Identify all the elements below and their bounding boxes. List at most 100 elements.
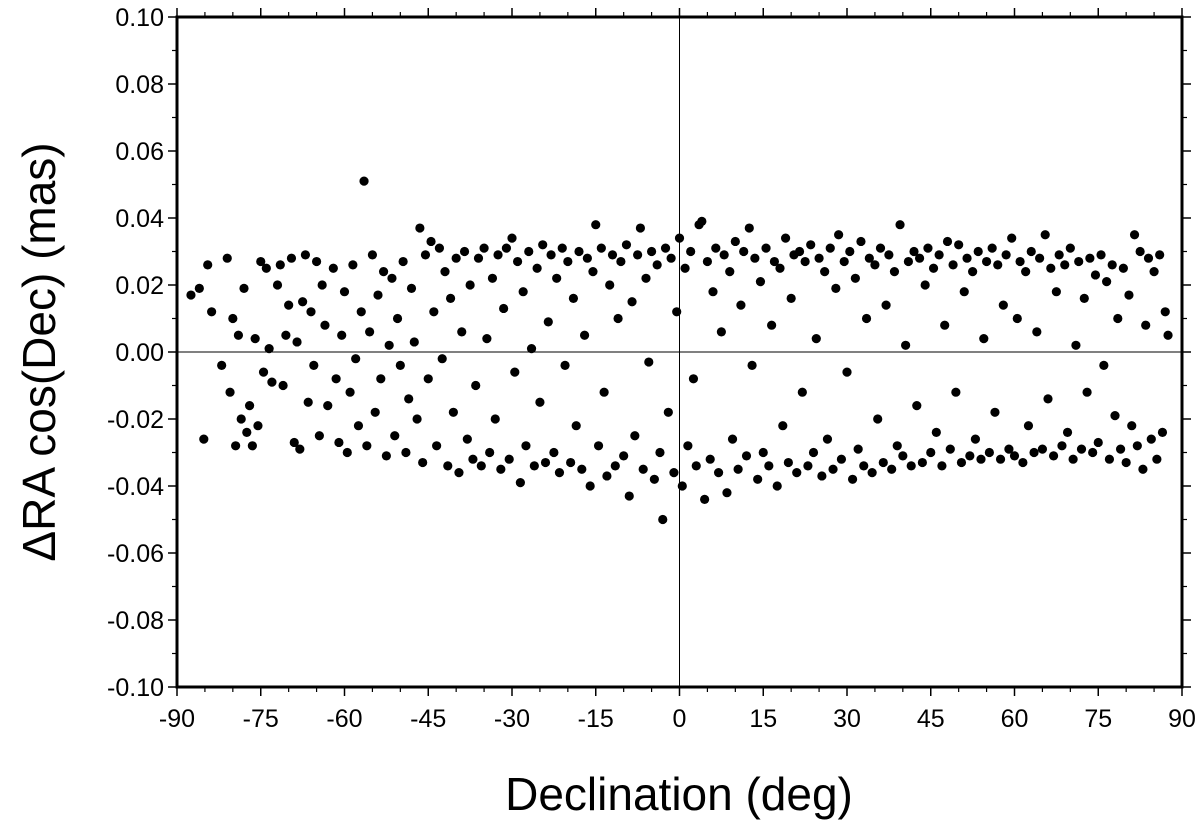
data-point — [199, 434, 209, 444]
data-point — [638, 464, 648, 474]
data-point — [579, 330, 590, 340]
data-point — [1037, 444, 1048, 454]
x-tick-label: -60 — [326, 705, 362, 733]
data-point — [552, 273, 562, 283]
data-point — [1146, 434, 1156, 444]
data-point — [772, 481, 782, 491]
data-point — [423, 374, 433, 384]
data-point — [443, 461, 453, 471]
data-point — [426, 236, 436, 247]
x-tick-label: -75 — [243, 705, 279, 733]
data-point — [739, 246, 749, 257]
data-point — [806, 240, 816, 250]
data-point — [613, 313, 623, 324]
data-point — [468, 454, 478, 464]
data-point — [764, 461, 774, 471]
data-point — [1104, 454, 1115, 464]
data-point — [563, 256, 573, 267]
data-point — [641, 273, 651, 283]
data-point — [585, 481, 595, 491]
data-point — [987, 243, 997, 253]
data-point — [780, 233, 791, 243]
data-point — [906, 461, 916, 471]
data-point — [524, 246, 534, 257]
data-point — [1060, 260, 1070, 270]
data-point — [847, 474, 858, 484]
data-point — [1074, 256, 1084, 267]
data-point — [451, 253, 461, 263]
data-point — [635, 223, 646, 233]
data-point — [258, 367, 269, 377]
data-point — [934, 250, 944, 260]
data-point — [272, 280, 283, 290]
y-tick-label: -0.06 — [107, 540, 164, 568]
data-point — [624, 491, 634, 501]
data-point — [705, 454, 715, 464]
y-tick-label: 0.00 — [115, 339, 164, 367]
data-point — [1048, 451, 1059, 461]
data-point — [465, 280, 475, 290]
data-point — [1118, 263, 1128, 273]
data-point — [1155, 250, 1165, 260]
data-point — [1113, 313, 1123, 324]
data-point — [1001, 250, 1011, 260]
data-point — [473, 253, 484, 263]
data-point — [298, 297, 308, 307]
data-point — [306, 307, 316, 317]
data-point — [884, 250, 894, 260]
data-point — [727, 434, 738, 444]
data-point — [965, 451, 975, 461]
data-point — [962, 253, 972, 263]
data-point — [817, 471, 827, 481]
data-point — [250, 334, 260, 344]
data-point — [289, 437, 299, 448]
data-point — [683, 441, 693, 451]
data-point — [660, 243, 671, 253]
data-point — [554, 468, 565, 478]
data-point — [990, 407, 1000, 417]
data-point — [820, 267, 830, 277]
data-point — [1079, 293, 1089, 303]
data-point — [956, 457, 967, 468]
data-point — [1040, 230, 1050, 240]
x-tick-label: 15 — [749, 705, 777, 733]
data-point — [674, 233, 685, 243]
data-point — [808, 447, 819, 458]
data-point — [328, 263, 338, 273]
data-point — [582, 253, 592, 263]
data-point — [566, 457, 576, 468]
data-point — [331, 374, 341, 384]
data-point — [409, 337, 419, 347]
data-point — [663, 407, 673, 417]
data-point — [917, 457, 927, 468]
data-point — [1065, 243, 1075, 253]
data-point — [207, 307, 217, 317]
data-point — [875, 243, 886, 253]
data-point — [448, 407, 458, 417]
data-point — [454, 468, 464, 478]
data-point — [1023, 421, 1034, 431]
data-point — [515, 478, 525, 488]
data-point — [420, 250, 431, 260]
data-point — [951, 387, 961, 397]
data-point — [599, 387, 609, 397]
data-point — [750, 253, 760, 263]
data-point — [418, 457, 428, 468]
y-tick-label: 0.08 — [115, 71, 164, 99]
data-point — [786, 293, 796, 303]
x-tick-label: -45 — [410, 705, 446, 733]
data-point — [348, 260, 358, 270]
data-point — [725, 267, 735, 277]
data-point — [909, 246, 919, 257]
data-point — [1115, 444, 1126, 454]
data-point — [571, 421, 581, 431]
data-point — [395, 360, 405, 370]
x-axis-label: Declination (deg) — [505, 768, 853, 820]
data-point — [557, 243, 567, 253]
data-point — [242, 427, 252, 437]
data-point — [295, 444, 305, 454]
data-point — [370, 407, 380, 417]
data-point — [267, 377, 277, 387]
data-point — [253, 421, 263, 431]
x-tick-label: -30 — [494, 705, 530, 733]
